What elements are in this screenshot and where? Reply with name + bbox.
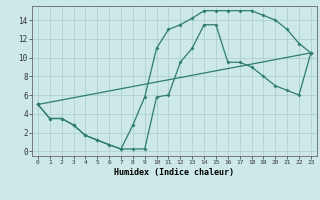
X-axis label: Humidex (Indice chaleur): Humidex (Indice chaleur) (115, 168, 234, 177)
